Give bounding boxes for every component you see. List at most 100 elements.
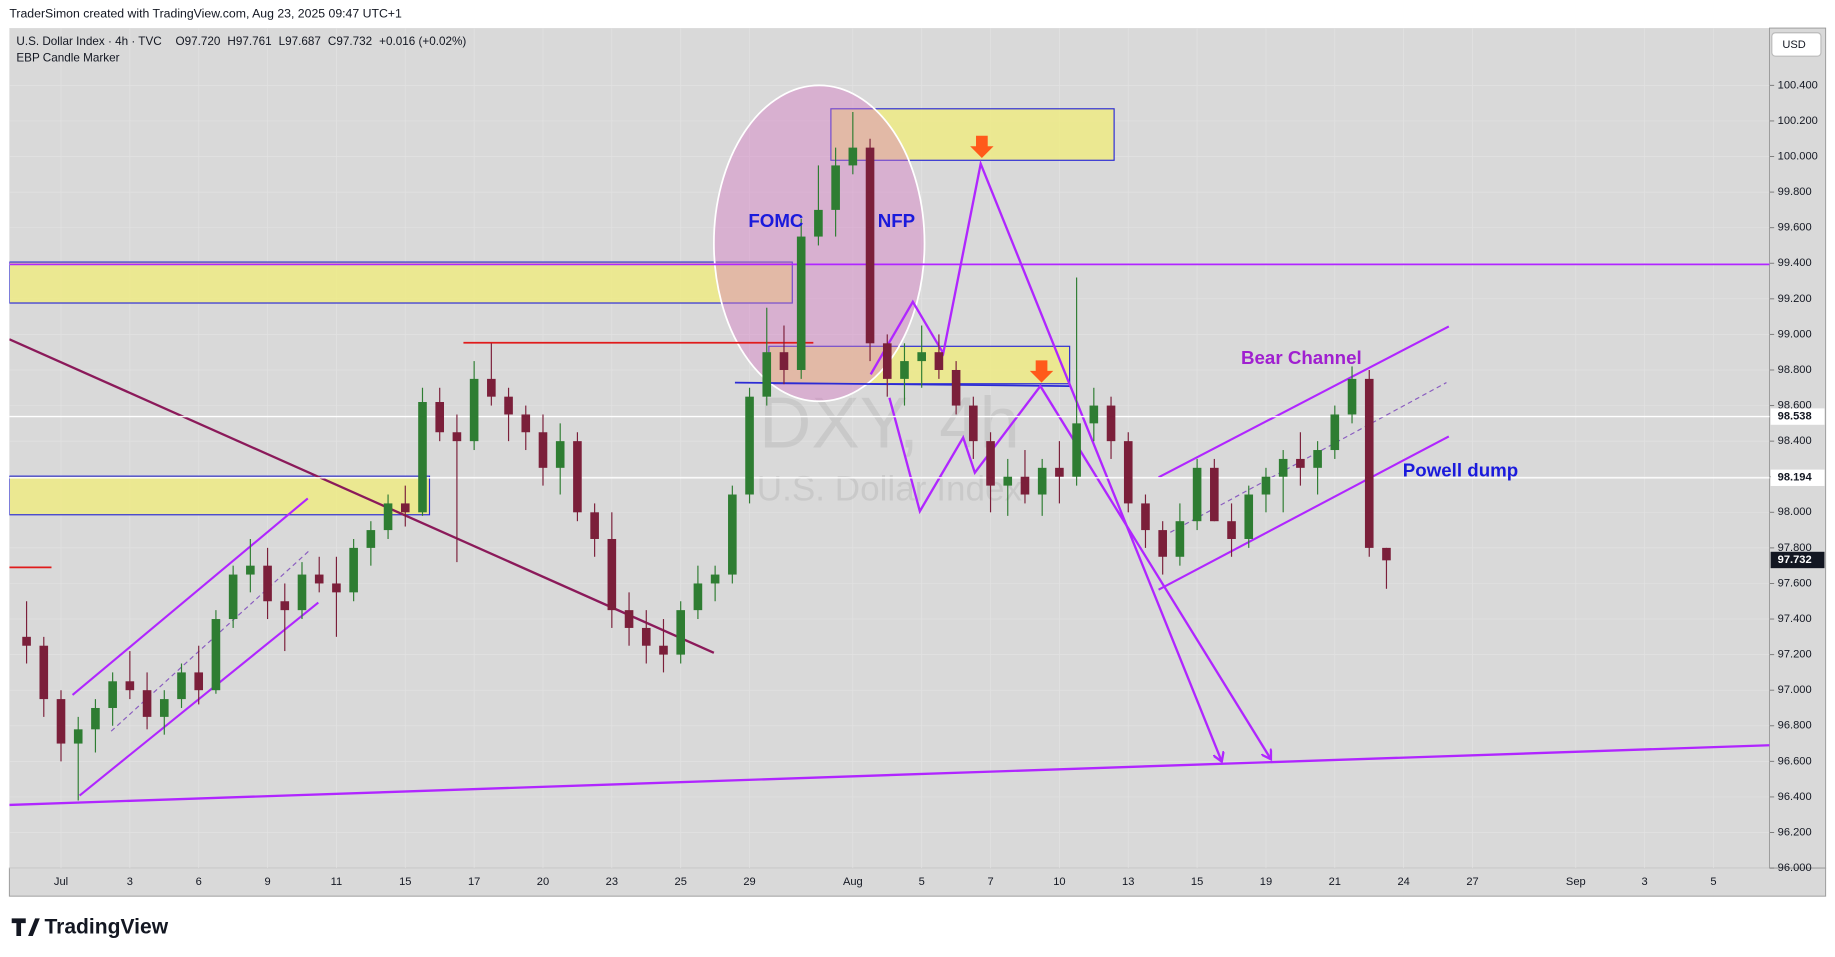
ohlc-value: C97.732 [328,35,372,48]
candle-body [177,672,186,700]
axes: 96.000 96.200 96.400 96.600 96.800 97.000 97.2… [54,79,1825,888]
candle-body [1037,467,1047,495]
candle-body [194,672,204,691]
top-zone [830,108,1115,161]
candle-body [246,565,255,575]
candle-body [452,432,462,442]
candle-body [1382,547,1391,561]
x-tick-label: 11 [331,876,343,888]
candle-body [487,378,496,397]
bear-channel-lower [1158,435,1450,591]
candle-body [1123,441,1133,504]
annotation: Powell dump [1403,459,1518,480]
x-tick-label: 13 [1122,876,1134,888]
y-tick-label: 99.000 [1778,328,1812,340]
candle-body [1158,530,1167,557]
y-tick-label: 96.400 [1778,791,1812,803]
x-tick-label: 21 [1329,876,1341,888]
candle-body [1244,494,1254,539]
candle-body [796,236,806,370]
candle-body [986,441,995,486]
annotation: NFP [878,210,915,231]
candle-body [728,494,737,575]
candle-body [659,645,668,655]
candle-body [1020,476,1030,495]
x-tick-label: 5 [1710,876,1716,888]
y-tick-label: 100.400 [1778,79,1818,91]
last-price-tag [1770,551,1825,569]
x-tick-label: 15 [1191,876,1203,888]
candle-body [641,627,651,646]
currency-label: USD [1782,39,1805,51]
trendline [9,338,715,654]
price-lines [9,415,1770,479]
x-tick-label: Jul [54,876,68,888]
x-tick-label: Aug [843,876,863,888]
ohlc-legend: O97.720 H97.761 L97.687 C97.732 +0.016 (+0.0… [176,35,467,48]
time-axis [8,867,1827,897]
x-tick-label: 25 [675,876,687,888]
x-tick-label: 5 [919,876,925,888]
candle-body [366,530,376,548]
x-tick-label: 9 [264,876,270,888]
candle-body [280,601,290,611]
y-tick-label: 100.200 [1778,115,1818,127]
symbol-title: U.S. Dollar Index · 4h · TVC [16,35,161,48]
ohlc-value: +0.016 (+0.02%) [379,35,466,48]
y-tick-label: 98.800 [1778,364,1812,376]
candle-body [624,610,634,628]
candle-body [934,352,944,370]
candle-body [469,378,479,442]
price-tag [1770,408,1825,425]
candle-body [710,574,720,584]
candle-body [142,690,152,717]
candle-body [91,707,100,730]
candle-body [831,165,840,210]
candle-body [1330,414,1340,451]
last-price-label: 97.732 [1778,554,1812,566]
candle-body [1141,503,1150,531]
y-tick-label: 96.800 [1778,720,1812,732]
x-tick-label: 10 [1053,876,1065,888]
projection-path [869,159,1222,762]
annotation: FOMC [748,210,803,231]
candle-body [1347,378,1357,415]
candle-body [228,574,238,620]
candle-body [1210,467,1219,522]
candle-body [917,352,926,362]
candle-body [1261,476,1271,495]
y-tick-label: 99.200 [1778,293,1812,305]
x-tick-label: 20 [537,876,549,888]
y-tick-label: 99.800 [1778,186,1812,198]
candle-body [400,503,410,513]
y-tick-label: 96.600 [1778,755,1812,767]
candle-body [56,699,66,744]
candle-body [314,574,324,584]
candle-body [951,369,961,406]
currency-button[interactable] [1771,32,1822,57]
candle-body [590,512,599,539]
candle-body [848,147,858,166]
candle-body [297,574,307,611]
x-tick-label: 6 [196,876,202,888]
y-tick-label: 99.600 [1778,222,1812,234]
candle-body [969,405,978,442]
x-tick-label: Sep [1566,876,1586,888]
candle-body [900,361,909,379]
candle-body [125,681,135,691]
candle-body [693,583,703,611]
supply-zone [9,261,793,304]
candle-body [383,503,393,531]
candle-body [814,209,823,237]
candle-body [538,432,548,468]
candle-body [1055,467,1064,477]
logo-text: TradingView [44,915,168,938]
candle-body [504,396,513,415]
indicator-name: EBP Candle Marker [16,52,119,65]
annotation: Bear Channel [1241,347,1362,368]
y-tick-label: 98.000 [1778,506,1812,518]
candle-body [1227,521,1236,539]
y-tick-label: 97.200 [1778,649,1812,661]
candle-body [263,565,272,602]
